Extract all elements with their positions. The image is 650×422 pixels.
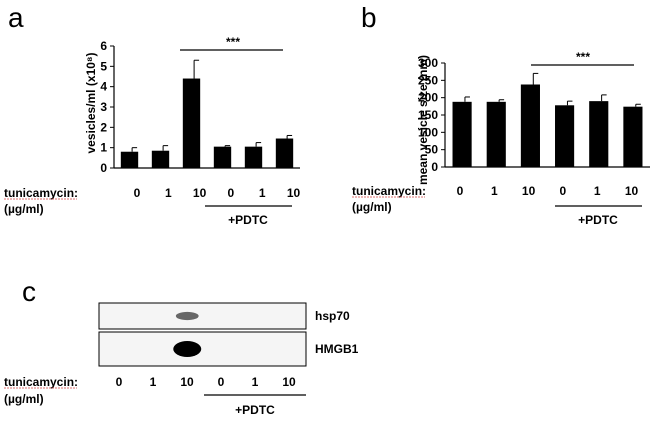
chart-b-ylabel-text: mean vesicle size (nm) [416, 55, 430, 185]
chart-b-ytick-label: 50 [425, 143, 439, 157]
chart-b-pdtc-label: +PDTC [578, 213, 618, 227]
chart-a-bar [151, 150, 170, 168]
chart-b-significance: *** [531, 50, 634, 66]
blot-doses: 0 1 10 0 1 10 [116, 375, 296, 389]
chart-a-ytick-label: 1 [100, 141, 107, 155]
chart-b-tunicamycin-label: tunicamycin: [352, 184, 426, 198]
chart-a-ytick-label: 4 [100, 80, 107, 94]
chart-a-dose-label: 1 [259, 186, 266, 200]
panel-letter-b: b [361, 2, 377, 33]
blot-band [173, 341, 202, 357]
chart-a-ylabel-text: vesicles/ml (x10⁸) [84, 52, 98, 153]
chart-b-ytick-label: 0 [431, 160, 438, 174]
chart-a-bar [182, 78, 201, 168]
chart-b-dose-label: 0 [560, 184, 567, 198]
chart-a-doses: 0 1 10 0 1 10 [134, 186, 301, 200]
chart-a-bar [120, 151, 139, 168]
chart-b-bar [589, 101, 609, 167]
blot-dose-label: 10 [282, 375, 296, 389]
chart-a-dose-label: 0 [134, 186, 141, 200]
chart-b-ytick-label: 100 [418, 125, 438, 139]
chart-a-significance-stars: *** [226, 35, 240, 49]
chart-b-dose-label: 1 [594, 184, 601, 198]
chart-b-bar [623, 106, 643, 167]
blot-strip-hmgb1 [98, 331, 307, 367]
chart-a-tunicamycin-label: tunicamycin: [4, 186, 78, 200]
chart-a-dose-label: 10 [193, 186, 207, 200]
blot-tunicamycin-label: tunicamycin: [4, 375, 78, 389]
blot-band [175, 311, 199, 321]
chart-b-treatment: tunicamycin: (µg/ml) 0 1 10 0 1 10 +PDTC [352, 184, 642, 227]
chart-b: 0 50 100 150 200 250 300 [418, 56, 650, 174]
chart-a-ytick-label: 5 [100, 59, 107, 73]
chart-a-ylabel: vesicles/ml (x10⁸) [84, 52, 98, 153]
chart-b-dose-label: 1 [491, 184, 498, 198]
panel-letter-a: a [8, 2, 24, 33]
chart-b-ylabel: mean vesicle size (nm) [416, 55, 430, 185]
blot-pdtc-label: +PDTC [235, 403, 275, 417]
panel-letter-c: c [22, 276, 36, 307]
blot-unit-label: (µg/ml) [4, 392, 44, 406]
chart-a-ytick-label: 2 [100, 120, 107, 134]
chart-b-significance-stars: *** [576, 50, 590, 64]
chart-a-dose-label: 0 [228, 186, 235, 200]
chart-a-pdtc-label: +PDTC [228, 213, 268, 227]
chart-b-ytick-label: 300 [418, 56, 438, 70]
chart-a-dose-label: 1 [165, 186, 172, 200]
chart-a-ytick-label: 3 [100, 100, 107, 114]
chart-b-ytick-label: 250 [418, 73, 438, 87]
blot-band-label: hsp70 [315, 309, 350, 323]
chart-b-ytick-label: 200 [418, 91, 438, 105]
chart-a: 0 1 2 3 4 5 6 [100, 39, 300, 175]
chart-b-unit-label: (µg/ml) [352, 200, 392, 214]
chart-a-bar [275, 138, 294, 168]
blot-dose-label: 10 [180, 375, 194, 389]
blot-dose-label: 0 [116, 375, 123, 389]
blot-band-label: HMGB1 [315, 342, 359, 356]
chart-a-significance: *** [180, 35, 283, 51]
chart-b-bar [486, 101, 506, 167]
chart-b-dose-label: 10 [625, 184, 639, 198]
chart-b-ytick-label: 150 [418, 108, 438, 122]
chart-b-doses: 0 1 10 0 1 10 [457, 184, 639, 198]
chart-b-bar [555, 105, 575, 167]
chart-a-unit-label: (µg/ml) [4, 202, 44, 216]
blot-dose-label: 1 [252, 375, 259, 389]
chart-a-ytick-label: 0 [100, 161, 107, 175]
chart-a-bar [213, 146, 232, 168]
blot-dose-label: 1 [150, 375, 157, 389]
chart-a-bar [244, 146, 263, 168]
chart-a-dose-label: 10 [287, 186, 301, 200]
chart-b-bar [452, 101, 472, 167]
chart-a-ytick-label: 6 [100, 39, 107, 53]
chart-b-dose-label: 0 [457, 184, 464, 198]
chart-b-dose-label: 10 [522, 184, 536, 198]
blot-strip-hsp70 [98, 302, 307, 330]
chart-b-bar [520, 84, 540, 167]
blot-dose-label: 0 [218, 375, 225, 389]
western-blot: hsp70 HMGB1 [98, 302, 359, 367]
chart-a-treatment: tunicamycin: (µg/ml) 0 1 10 0 1 10 +PDTC [4, 186, 300, 227]
blot-treatment: tunicamycin: (µg/ml) 0 1 10 0 1 10 +PDTC [4, 375, 306, 417]
